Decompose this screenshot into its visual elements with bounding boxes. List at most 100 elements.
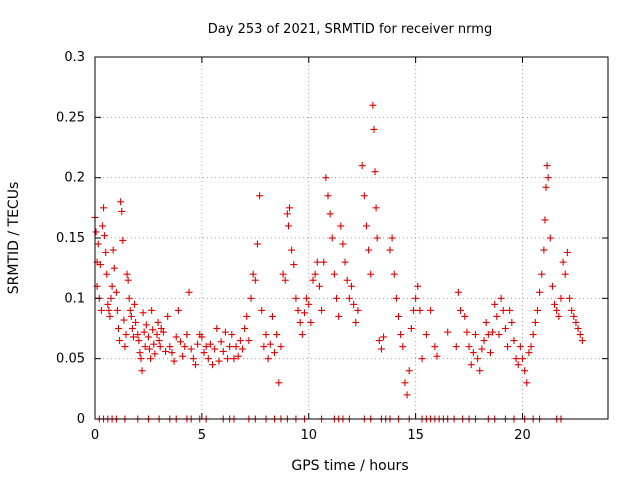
data-point — [260, 343, 268, 351]
data-point — [157, 325, 165, 332]
y-tick-label: 0.3 — [64, 50, 85, 65]
data-point — [284, 222, 292, 230]
data-point — [249, 270, 257, 278]
data-point — [568, 306, 576, 314]
data-point — [146, 345, 154, 353]
data-point — [544, 174, 552, 182]
data-point — [221, 328, 229, 336]
data-point — [131, 300, 139, 308]
data-point — [339, 240, 347, 248]
data-point — [185, 288, 193, 296]
x-tick-label: 15 — [407, 428, 424, 443]
data-point — [559, 258, 567, 266]
data-point — [202, 343, 210, 351]
data-point — [506, 306, 514, 314]
data-point — [397, 331, 405, 339]
data-point — [508, 318, 516, 326]
data-point — [300, 309, 308, 317]
data-point — [407, 325, 415, 332]
y-tick-labels: 0 0.05 0.1 0.15 0.2 0.25 0.3 — [56, 50, 85, 427]
data-point — [555, 312, 563, 320]
data-point — [330, 270, 338, 278]
data-point — [151, 350, 159, 358]
data-point — [551, 300, 559, 308]
data-point — [570, 312, 578, 320]
data-point — [531, 318, 539, 326]
data-point — [388, 234, 396, 242]
data-point — [126, 306, 134, 314]
data-point — [542, 183, 550, 191]
data-point — [141, 343, 149, 351]
data-point — [476, 367, 484, 375]
data-point — [372, 204, 380, 212]
x-axis-label: GPS time / hours — [291, 458, 408, 474]
data-point — [123, 270, 131, 278]
data-point — [94, 240, 102, 248]
data-point — [521, 367, 529, 375]
data-point — [469, 349, 477, 357]
data-point — [345, 294, 353, 302]
data-point — [215, 357, 223, 365]
data-point — [463, 328, 471, 336]
data-point — [140, 328, 148, 336]
data-point — [478, 345, 486, 353]
data-point — [512, 355, 520, 363]
data-point — [543, 162, 551, 170]
data-point — [148, 306, 156, 314]
data-point — [230, 355, 238, 363]
data-point — [538, 270, 546, 278]
data-point — [352, 318, 360, 326]
data-point — [194, 340, 202, 348]
data-point — [96, 261, 104, 269]
data-point — [546, 234, 554, 242]
data-point — [298, 331, 306, 339]
data-point — [217, 338, 225, 346]
data-point — [137, 355, 145, 363]
data-point — [232, 343, 240, 351]
data-point — [187, 345, 195, 353]
data-point — [516, 343, 524, 351]
data-point — [181, 343, 189, 351]
data-point — [337, 222, 345, 230]
data-point — [433, 352, 441, 360]
data-point — [275, 379, 283, 387]
data-point — [574, 325, 582, 332]
data-point — [115, 325, 123, 332]
data-point — [183, 331, 191, 339]
data-point — [354, 306, 362, 314]
data-point — [236, 337, 244, 345]
data-point — [392, 294, 400, 302]
data-point — [129, 333, 137, 341]
data-point — [219, 347, 227, 355]
data-point — [191, 361, 199, 369]
chart-title: Day 253 of 2021, SRMTID for receiver nrm… — [208, 22, 492, 37]
data-point — [144, 333, 152, 341]
data-point — [264, 355, 272, 363]
data-point — [514, 361, 522, 369]
data-point — [292, 294, 300, 302]
data-point — [132, 318, 140, 326]
data-point — [341, 258, 349, 266]
data-point — [92, 228, 100, 236]
data-point — [166, 343, 174, 351]
x-tick-label: 5 — [198, 428, 206, 443]
data-point — [100, 204, 108, 212]
data-point — [238, 345, 246, 353]
data-point — [557, 294, 565, 302]
data-point — [209, 361, 217, 369]
data-point — [489, 328, 497, 336]
y-tick-label: 0 — [77, 412, 85, 427]
data-point — [124, 276, 132, 284]
data-point — [561, 270, 569, 278]
data-point — [395, 312, 403, 320]
data-point — [253, 240, 261, 248]
data-point — [333, 294, 341, 302]
data-point — [320, 258, 328, 266]
data-point — [142, 321, 150, 329]
data-point — [403, 391, 411, 399]
data-point — [412, 294, 420, 302]
data-point — [154, 318, 162, 326]
data-point — [541, 216, 549, 224]
data-point — [519, 355, 526, 363]
data-point — [251, 276, 259, 284]
